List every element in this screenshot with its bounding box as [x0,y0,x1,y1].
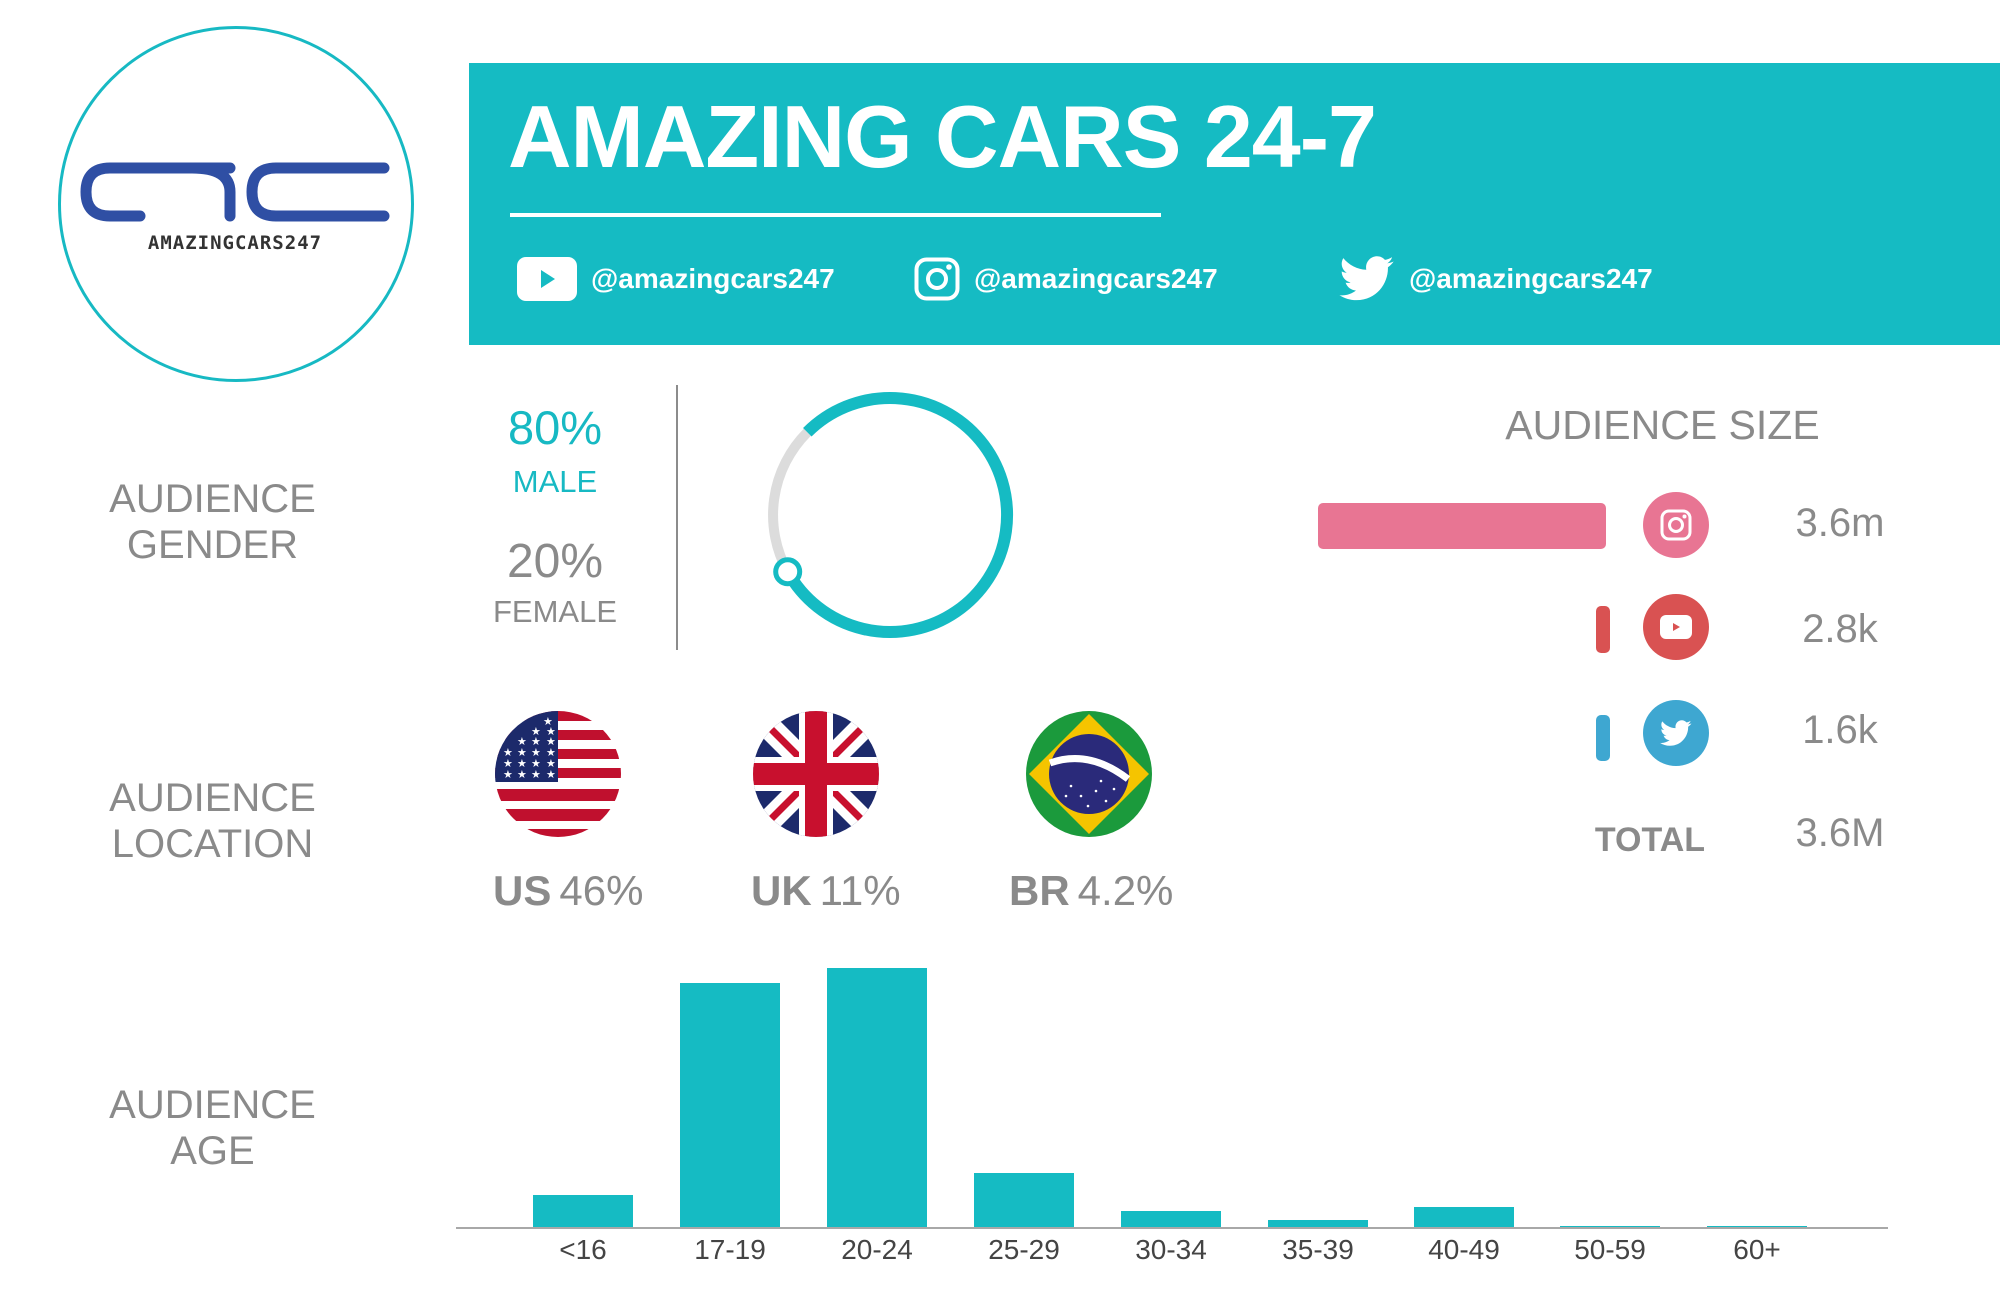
location-section-label: AUDIENCE LOCATION [90,775,335,867]
age-bar-25-29 [974,1173,1074,1228]
country-code: US [493,867,552,914]
svg-text:★: ★ [543,715,553,728]
uk-flag-icon [753,711,879,837]
svg-text:★: ★ [503,768,513,781]
svg-text:★: ★ [546,746,556,759]
svg-text:★: ★ [503,746,513,759]
age-section-label: AUDIENCE AGE [90,1082,335,1174]
female-arc [768,428,811,575]
donut-knob [773,557,803,587]
youtube-icon [517,257,577,301]
gender-section-label: AUDIENCE GENDER [90,476,335,568]
instagram-handle[interactable]: @amazingcars247 [974,263,1218,294]
svg-text:★: ★ [517,735,527,748]
br-flag-icon [1026,711,1152,837]
svg-text:★: ★ [517,746,527,759]
country-percentage: 11% [819,867,901,914]
country-percentage: 46% [559,867,644,914]
us-flag-icon: ★ ★ ★ ★ ★ ★ ★ ★ ★ ★ ★ ★ ★ ★ ★ ★ ★ ★ [495,711,621,837]
youtube-icon [1660,615,1692,639]
twitter-size-bar [1596,715,1610,761]
svg-text:★: ★ [503,757,513,770]
logo-wordmark: AMAZINGCARS247 [147,232,323,254]
female-label: FEMALE [492,594,618,629]
title-divider [510,213,1161,217]
svg-text:★: ★ [517,757,527,770]
age-bar-35-39 [1268,1220,1368,1228]
gender-donut-chart [768,392,1014,639]
age-tick-label: 17-19 [694,1234,766,1265]
age-tick-label: 30-34 [1135,1234,1207,1265]
youtube-size-value: 2.8k [1802,607,1878,651]
male-label: MALE [512,464,598,499]
svg-text:★: ★ [531,746,541,759]
age-bar-20-24 [827,968,927,1228]
instagram-icon [914,257,960,301]
twitter-icon [1339,256,1394,301]
male-percentage: 80% [507,401,603,454]
country-percentage: 4.2% [1077,867,1174,914]
location-label-line1: AUDIENCE [109,776,316,820]
social-instagram[interactable]: @amazingcars247 [914,256,1218,302]
us-location-label: US 46% [493,870,643,912]
age-tick-label: 40-49 [1428,1234,1500,1265]
instagram-size-bar [1318,503,1606,549]
youtube-size-bar [1596,606,1610,653]
age-label-line1: AUDIENCE [109,1083,316,1127]
country-code: BR [1009,867,1070,914]
svg-text:★: ★ [517,768,527,781]
age-tick-label: 20-24 [841,1234,913,1265]
svg-text:★: ★ [531,735,541,748]
br-location-label: BR 4.2% [1009,870,1173,912]
youtube-size-badge [1643,594,1709,660]
logo-ac-mark-icon [80,162,390,222]
location-label-line2: LOCATION [111,822,314,866]
age-bar-under-16 [533,1195,633,1228]
age-bar-30-34 [1121,1211,1221,1228]
youtube-handle[interactable]: @amazingcars247 [591,263,835,294]
svg-text:★: ★ [546,725,556,738]
age-tick-label: <16 [559,1234,607,1265]
female-percentage: 20% [506,535,604,588]
gender-label-line1: AUDIENCE [109,477,316,521]
age-tick-label: 50-59 [1574,1234,1646,1265]
age-tick-label: 60+ [1733,1234,1781,1265]
gender-divider [676,385,678,650]
age-tick-label: 25-29 [988,1234,1060,1265]
svg-text:★: ★ [531,757,541,770]
twitter-handle[interactable]: @amazingcars247 [1409,263,1653,294]
svg-text:★: ★ [531,768,541,781]
svg-text:★: ★ [531,725,541,738]
social-youtube[interactable]: @amazingcars247 [517,256,835,302]
svg-text:★: ★ [546,735,556,748]
uk-location-label: UK 11% [751,870,901,912]
age-bar-17-19 [680,983,780,1228]
logo-badge [58,26,414,382]
svg-text:★: ★ [546,757,556,770]
page-title: AMAZING CARS 24-7 [508,87,1377,186]
social-twitter[interactable]: @amazingcars247 [1339,256,1653,302]
male-arc [782,392,1014,639]
twitter-size-badge [1643,700,1709,766]
age-bar-40-49 [1414,1207,1514,1228]
instagram-size-badge [1643,492,1709,558]
twitter-icon [1660,719,1692,746]
age-tick-label: 35-39 [1282,1234,1354,1265]
audience-size-title: AUDIENCE SIZE [1505,402,1820,448]
gender-label-line2: GENDER [126,523,299,567]
twitter-size-value: 1.6k [1802,708,1878,752]
total-label: TOTAL [1594,821,1706,859]
age-label-line2: AGE [170,1129,255,1173]
country-code: UK [751,867,812,914]
total-value: 3.6M [1795,811,1885,855]
svg-text:★: ★ [546,768,556,781]
instagram-size-value: 3.6m [1795,501,1885,545]
header-banner [469,63,2000,345]
instagram-icon [1660,509,1692,541]
age-chart-axis [456,1227,1888,1229]
